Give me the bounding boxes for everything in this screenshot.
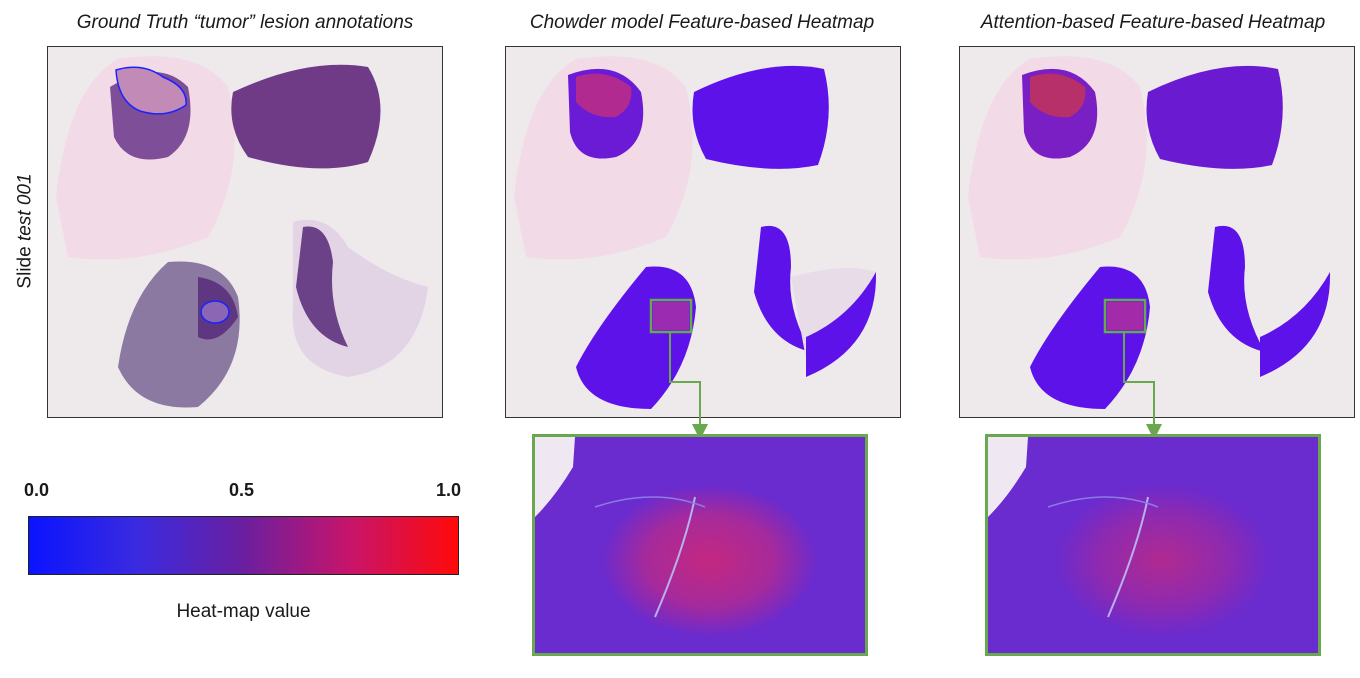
- chowder-zoom-inset: [532, 434, 868, 656]
- colorbar-tick-min: 0.0: [24, 480, 50, 500]
- attention-zoom-image: [988, 437, 1318, 653]
- chowder-heatmap: [505, 46, 901, 418]
- colorbar-tick-mid: 0.5: [229, 480, 255, 500]
- ground-truth-image: [48, 47, 442, 417]
- attention-heatmap-image: [960, 47, 1354, 417]
- attention-zoom-inset: [985, 434, 1321, 656]
- panel-title-chowder: Chowder model Feature-based Heatmap: [529, 12, 875, 33]
- chowder-heatmap-image: [506, 47, 900, 417]
- ground-truth-slide: [47, 46, 443, 418]
- colorbar: [28, 516, 459, 575]
- chowder-zoom-image: [535, 437, 865, 653]
- panel-title-ground-truth: Ground Truth “tumor” lesion annotations: [76, 12, 414, 33]
- slide-label: Slide test 001: [14, 173, 36, 289]
- colorbar-tick-max: 1.0: [436, 480, 462, 500]
- colorbar-label: Heat-map value: [176, 601, 311, 622]
- attention-heatmap: [959, 46, 1355, 418]
- panel-title-attention: Attention-based Feature-based Heatmap: [980, 12, 1326, 33]
